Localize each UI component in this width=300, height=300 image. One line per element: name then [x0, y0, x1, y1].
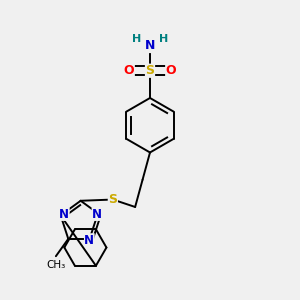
Text: N: N [145, 40, 155, 52]
Text: S: S [146, 64, 154, 77]
Text: N: N [84, 234, 94, 247]
Text: S: S [108, 193, 117, 206]
Text: O: O [124, 64, 134, 77]
Text: H: H [159, 34, 168, 44]
Text: N: N [92, 208, 102, 220]
Text: N: N [59, 208, 69, 220]
Text: CH₃: CH₃ [46, 260, 65, 270]
Text: H: H [132, 34, 141, 44]
Text: O: O [166, 64, 176, 77]
